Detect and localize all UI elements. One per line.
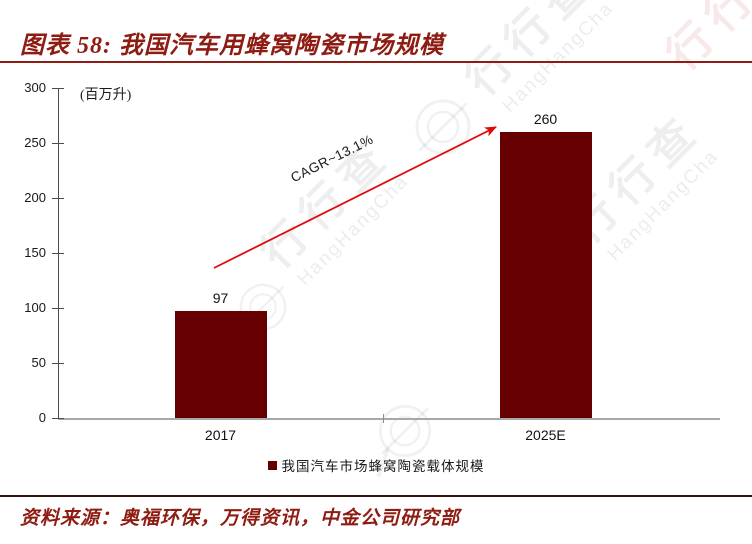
title-underline: [0, 61, 752, 63]
y-tick-mark: [52, 88, 64, 89]
y-tick-mark: [52, 198, 64, 199]
footer-divider: [0, 495, 752, 497]
y-tick-label: 0: [38, 410, 46, 425]
y-tick-mark: [52, 308, 64, 309]
x-axis: [58, 418, 720, 420]
x-category-label: 2017: [204, 427, 237, 443]
y-tick-mark: [52, 253, 64, 254]
chart-title: 图表 58: 我国汽车用蜂窝陶瓷市场规模: [20, 33, 444, 59]
x-tick-mark: [383, 414, 384, 423]
legend-label: 我国汽车市场蜂窝陶瓷载体规模: [281, 459, 485, 474]
y-tick-mark: [52, 363, 64, 364]
y-axis-unit-label: (百万升): [80, 88, 132, 103]
y-tick-mark: [52, 418, 64, 419]
bar-value-label: 260: [533, 111, 558, 127]
bar-value-label: 97: [212, 290, 229, 307]
y-tick-label: 250: [24, 135, 46, 150]
y-tick-mark: [52, 143, 64, 144]
legend-swatch: [267, 460, 277, 470]
y-tick-label: 100: [24, 300, 46, 315]
y-tick-label: 200: [24, 190, 46, 205]
y-tick-label: 150: [24, 245, 46, 260]
y-tick-label: 300: [24, 80, 46, 95]
x-category-label: 2025E: [525, 427, 566, 443]
legend: 我国汽车市场蜂窝陶瓷载体规模: [0, 455, 752, 475]
bar-2017: [174, 311, 267, 418]
bar-2025E: [499, 132, 592, 418]
y-tick-label: 50: [31, 355, 46, 370]
source-note: 资料来源：奥福环保，万得资讯，中金公司研究部: [20, 508, 461, 529]
